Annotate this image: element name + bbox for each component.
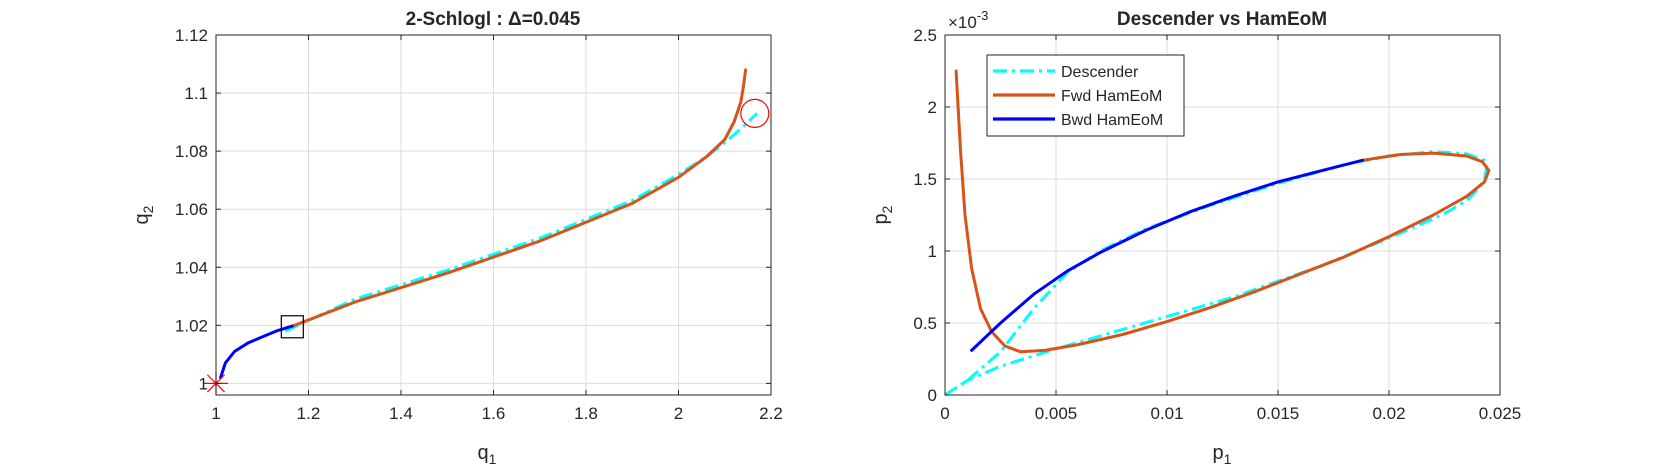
left-series-0-line <box>284 112 759 333</box>
right-y-axis-label: p2 <box>870 205 895 224</box>
right-x-axis-label-main: p <box>1213 442 1224 464</box>
right-plot: 0 0.005 0.01 0.015 0.02 0.025 0 0.5 1 1.5 2 2.5 Des… <box>870 8 1521 467</box>
right-y-tick-label: 0 <box>928 386 937 405</box>
legend-label-fwd: Fwd HamEoM <box>1061 88 1162 105</box>
left-plot: 1 1.2 1.4 1.6 1.8 2 2.2 1 1.02 1.04 1.06 1.08 1.1 1.1… <box>131 9 783 467</box>
left-y-tick-label: 1.08 <box>175 142 208 161</box>
legend-label-descender: Descender <box>1061 64 1139 81</box>
right-x-axis-label-sub: 1 <box>1224 451 1232 467</box>
right-series-group <box>944 69 1491 397</box>
right-x-tick-label: 0.015 <box>1257 404 1300 423</box>
left-y-axis-label-sub: 2 <box>140 205 156 213</box>
right-legend: Descender Fwd HamEoM Bwd HamEoM <box>986 54 1185 137</box>
left-x-tick-label: 2 <box>674 404 683 423</box>
left-x-tick-label: 1.4 <box>389 404 413 423</box>
left-x-axis-label-main: q <box>478 442 489 464</box>
left-series-1-line <box>219 323 297 380</box>
right-x-tick-label: 0.025 <box>1479 404 1522 423</box>
right-x-tick-label: 0.01 <box>1150 404 1183 423</box>
right-y-exponent-base: ×10 <box>948 13 977 32</box>
left-y-tick-label: 1.02 <box>175 316 208 335</box>
right-x-axis-label: p1 <box>1213 442 1232 467</box>
left-series-2-line <box>293 68 748 327</box>
left-y-tick-label: 1.04 <box>175 258 208 277</box>
left-series-group <box>219 68 759 380</box>
left-x-tick-label: 1 <box>211 404 220 423</box>
left-x-axis-label: q1 <box>478 442 497 467</box>
right-y-tick-label: 1.5 <box>913 170 937 189</box>
left-chart-title: 2-Schlogl : Δ=0.045 <box>406 9 581 30</box>
right-y-tick-label: 2 <box>928 98 937 117</box>
left-square-marker <box>280 315 304 339</box>
right-y-axis-label-sub: 2 <box>879 205 895 213</box>
left-x-tick-label: 1.2 <box>297 404 321 423</box>
left-x-tick-label: 1.8 <box>574 404 598 423</box>
right-y-tick-label: 0.5 <box>913 314 937 333</box>
left-x-tick-label: 1.6 <box>482 404 506 423</box>
right-x-tick-label: 0 <box>940 404 949 423</box>
right-x-tick-label: 0.005 <box>1035 404 1078 423</box>
left-x-tick-label: 2.2 <box>759 404 783 423</box>
left-y-tick-label: 1 <box>199 374 208 393</box>
left-y-axis-label: q2 <box>131 205 156 224</box>
left-y-axis-label-main: q <box>131 213 153 224</box>
right-series-2-line <box>970 158 1364 352</box>
right-y-exponent-power: -3 <box>977 8 989 23</box>
right-y-tick-label: 2.5 <box>913 26 937 45</box>
left-circle-marker <box>740 98 770 128</box>
right-y-exponent: ×10-3 <box>948 8 988 32</box>
right-y-tick-label: 1 <box>928 242 937 261</box>
right-y-axis-label-main: p <box>870 213 892 224</box>
right-plot-frame <box>944 34 1501 396</box>
right-ticks: 0 0.005 0.01 0.015 0.02 0.025 0 0.5 1 1.5 2 2.5 <box>913 26 1521 423</box>
right-series-1-line <box>954 69 1491 354</box>
legend-label-bwd: Bwd HamEoM <box>1061 112 1163 129</box>
left-x-axis-label-sub: 1 <box>489 451 497 467</box>
left-y-tick-label: 1.12 <box>175 26 208 45</box>
left-ticks: 1 1.2 1.4 1.6 1.8 2 2.2 1 1.02 1.04 1.06 1.08 1.1 1.1… <box>175 26 783 423</box>
left-y-tick-label: 1.1 <box>184 84 208 103</box>
right-chart-title: Descender vs HamEoM <box>1117 9 1327 30</box>
right-x-tick-label: 0.02 <box>1372 404 1405 423</box>
left-y-tick-label: 1.06 <box>175 200 208 219</box>
